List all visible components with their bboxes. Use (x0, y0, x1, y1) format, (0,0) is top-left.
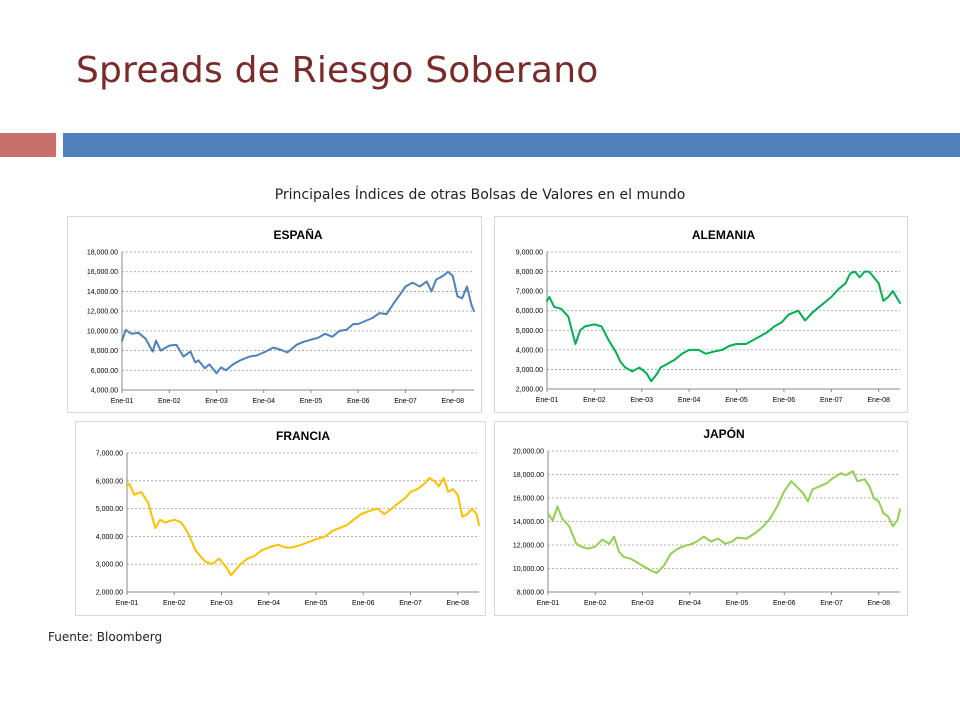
y-tick-label: 2,000.00 (96, 590, 123, 597)
chart-panel-alemania: ALEMANIA 2,000.00 3,000.00 4,000.00 5,000.00… (494, 216, 908, 413)
x-tick-label: Ene-03 (210, 600, 233, 607)
x-tick-label: Ene-07 (399, 600, 422, 607)
series-line-japon (547, 470, 901, 574)
x-tick-label: Ene-04 (257, 600, 280, 607)
x-tick-label: Ene-04 (678, 600, 701, 607)
series-line-espana (121, 270, 475, 375)
y-tick-label: 6,000.00 (96, 478, 123, 485)
x-tick-label: Ene-06 (773, 600, 796, 607)
title-accent-bar-left (0, 133, 56, 157)
x-tick-label: Ene-03 (205, 398, 228, 405)
y-tick-label: 12,000.00 (513, 543, 544, 550)
y-tick-label: 6,000.00 (516, 308, 543, 315)
y-tick-label: 16,000.00 (87, 269, 118, 276)
y-tick-label: 10,000.00 (513, 566, 544, 573)
x-tick-label: Ene-08 (446, 600, 469, 607)
y-tick-label: 4,000.00 (91, 388, 118, 395)
x-tick-label: Ene-01 (111, 398, 134, 405)
x-tick-label: Ene-08 (867, 600, 890, 607)
y-tick-label: 18,000.00 (513, 472, 544, 479)
y-tick-label: 7,000.00 (96, 451, 123, 458)
x-tick-label: Ene-02 (584, 600, 607, 607)
x-tick-label: Ene-03 (631, 600, 654, 607)
y-tick-label: 14,000.00 (513, 519, 544, 526)
x-tick-label: Ene-06 (347, 398, 370, 405)
x-tick-label: Ene-02 (163, 600, 186, 607)
chart-francia: FRANCIA 2,000.00 3,000.00 4,000.00 5,000.00 6… (96, 429, 480, 607)
x-tick-label: Ene-01 (537, 600, 560, 607)
y-tick-label: 4,000.00 (516, 347, 543, 354)
x-tick-label: Ene-01 (116, 600, 139, 607)
chart-espana: ESPAÑA 4,000.00 6,000.00 8,000.00 10,000.00 1… (87, 227, 475, 405)
slide-title: Spreads de Riesgo Soberano (76, 50, 599, 91)
y-tick-label: 8,000.00 (91, 348, 118, 355)
x-tick-label: Ene-05 (305, 600, 328, 607)
title-accent-bar-right (63, 133, 960, 157)
x-tick-label: Ene-07 (820, 397, 843, 404)
chart-title: ALEMANIA (692, 228, 756, 242)
x-tick-label: Ene-06 (773, 397, 796, 404)
chart-title: ESPAÑA (273, 227, 322, 242)
x-tick-label: Ene-05 (725, 397, 748, 404)
x-tick-label: Ene-06 (352, 600, 375, 607)
x-tick-label: Ene-03 (630, 397, 653, 404)
y-tick-label: 10,000.00 (87, 328, 118, 335)
x-tick-label: Ene-04 (678, 397, 701, 404)
y-tick-label: 4,000.00 (96, 534, 123, 541)
x-tick-label: Ene-05 (726, 600, 749, 607)
chart-panel-francia: FRANCIA 2,000.00 3,000.00 4,000.00 5,000.00 6… (75, 421, 486, 616)
y-tick-label: 2,000.00 (516, 387, 543, 394)
chart-title: JAPÓN (703, 426, 744, 441)
x-tick-label: Ene-08 (441, 398, 464, 405)
x-tick-label: Ene-02 (158, 398, 181, 405)
y-tick-label: 20,000.00 (513, 449, 544, 456)
x-tick-label: Ene-08 (867, 397, 890, 404)
series-line-francia (126, 477, 480, 577)
y-tick-label: 9,000.00 (516, 250, 543, 257)
chart-alemania: ALEMANIA 2,000.00 3,000.00 4,000.00 5,000.00… (516, 228, 901, 404)
y-tick-label: 14,000.00 (87, 289, 118, 296)
y-tick-label: 3,000.00 (96, 562, 123, 569)
y-tick-label: 3,000.00 (516, 367, 543, 374)
y-tick-label: 16,000.00 (513, 496, 544, 503)
x-tick-label: Ene-01 (536, 397, 559, 404)
x-tick-label: Ene-02 (583, 397, 606, 404)
chart-panel-espana: ESPAÑA 4,000.00 6,000.00 8,000.00 10,000.00 1… (67, 216, 482, 413)
y-tick-label: 5,000.00 (516, 328, 543, 335)
x-tick-label: Ene-05 (300, 398, 323, 405)
y-tick-label: 8,000.00 (517, 590, 544, 597)
y-tick-label: 5,000.00 (96, 506, 123, 513)
series-line-alemania (546, 270, 901, 383)
source-note: Fuente: Bloomberg (48, 630, 163, 644)
y-tick-label: 7,000.00 (516, 289, 543, 296)
x-tick-label: Ene-07 (820, 600, 843, 607)
y-tick-label: 12,000.00 (87, 309, 118, 316)
chart-panel-japon: JAPÓN 8,000.00 10,000.00 12,000.00 14,000.00… (494, 421, 908, 616)
x-tick-label: Ene-04 (252, 398, 275, 405)
chart-japon: JAPÓN 8,000.00 10,000.00 12,000.00 14,000.00… (513, 426, 901, 607)
y-tick-label: 18,000.00 (87, 250, 118, 257)
y-tick-label: 8,000.00 (516, 269, 543, 276)
slide-subtitle: Principales Índices de otras Bolsas de V… (274, 187, 686, 203)
chart-title: FRANCIA (276, 429, 330, 443)
x-tick-label: Ene-07 (394, 398, 417, 405)
y-tick-label: 6,000.00 (91, 368, 118, 375)
